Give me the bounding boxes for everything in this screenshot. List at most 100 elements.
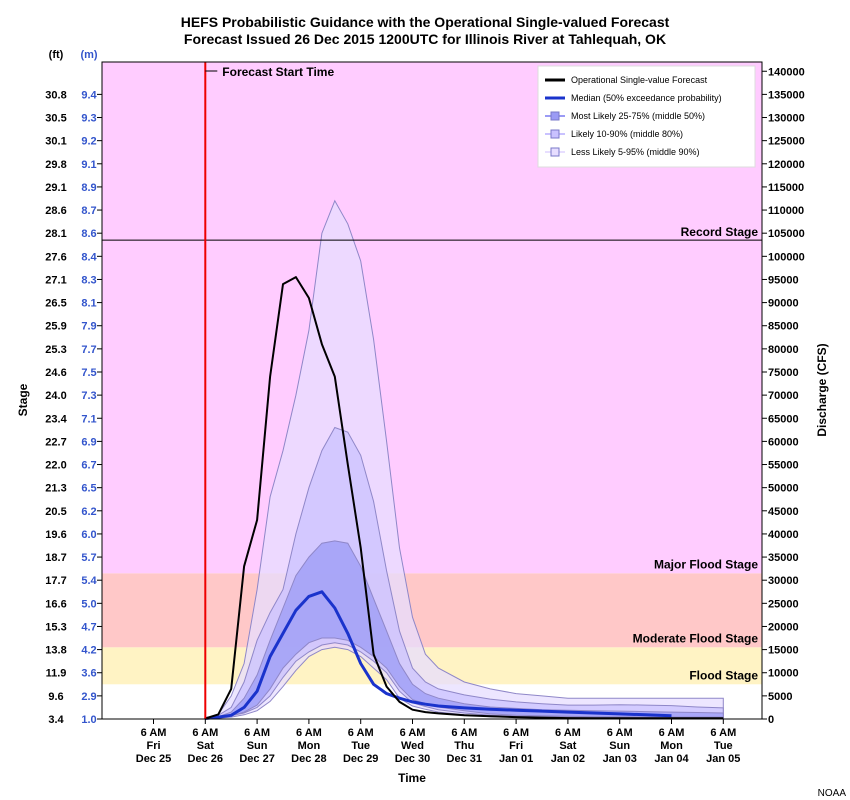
legend-swatch-box (550, 111, 560, 121)
stage-m-tick-label: 9.1 (81, 159, 96, 171)
median-line (205, 590, 672, 720)
discharge-tick-label: 10000 (768, 668, 799, 680)
stage-m-tick-label: 6.9 (81, 436, 96, 448)
x-tick-label: Sun (609, 740, 630, 752)
stage-m-tick-label: 9.3 (81, 113, 96, 125)
stage-ft-tick-label: 30.5 (45, 113, 66, 125)
stage-m-tick-label: 9.4 (81, 89, 97, 101)
discharge-tick-label: 50000 (768, 483, 799, 495)
axes: 0 5000 10000 15000 20000 25000 30000 35000 40000… (45, 66, 804, 765)
stage-ft-tick-label: 21.3 (45, 483, 66, 495)
plot-frame (101, 61, 763, 720)
discharge-tick-label: 75000 (768, 367, 799, 379)
band-area (204, 540, 724, 720)
x-tick-label: Dec 31 (447, 753, 482, 765)
record-stage-label: Record Stage (681, 225, 759, 239)
x-tick-label: Dec 29 (343, 753, 378, 765)
legend-entry: Less Likely 5-95% (middle 90%) (571, 147, 700, 157)
stage-m-tick-label: 2.9 (81, 691, 96, 703)
discharge-tick-label: 55000 (768, 460, 799, 472)
stage-m-tick-label: 3.6 (81, 668, 96, 680)
discharge-tick-label: 140000 (768, 66, 805, 78)
stage-m-tick-label: 8.6 (81, 228, 96, 240)
discharge-tick-label: 15000 (768, 645, 799, 657)
discharge-tick-label: 65000 (768, 413, 799, 425)
stage-m-tick-label: 8.1 (81, 298, 96, 310)
flood-zone-label: Flood Stage (689, 668, 758, 682)
stage-ft-tick-label: 9.6 (48, 691, 63, 703)
x-tick-label: Mon (660, 740, 683, 752)
discharge-tick-label: 45000 (768, 506, 799, 518)
stage-ft-tick-label: 16.6 (45, 598, 66, 610)
discharge-tick-label: 115000 (768, 182, 804, 194)
x-tick-label: Thu (454, 740, 474, 752)
stage-m-tick-label: 5.7 (81, 552, 96, 564)
discharge-tick-label: 90000 (768, 298, 799, 310)
stage-unit-ft: (ft) (49, 49, 64, 61)
x-tick-label: Dec 30 (395, 753, 430, 765)
x-tick-label: Jan 05 (706, 753, 740, 765)
stage-m-tick-label: 4.7 (81, 621, 96, 633)
x-tick-label: Sat (559, 740, 576, 752)
x-tick-label: 6 AM (710, 727, 736, 739)
stage-ft-tick-label: 24.6 (45, 367, 66, 379)
stage-m-tick-label: 8.9 (81, 182, 96, 194)
stage-m-tick-label: 7.7 (81, 344, 96, 356)
discharge-tick-label: 135000 (768, 89, 805, 101)
stage-ft-tick-label: 24.0 (45, 390, 66, 402)
reference-lines: Record Stage Forecast Start Time (102, 62, 762, 719)
stage-unit-m: (m) (80, 49, 97, 61)
legend-entry: Most Likely 25-75% (middle 50%) (571, 111, 705, 121)
stage-m-tick-label: 6.2 (81, 506, 96, 518)
x-tick-label: 6 AM (451, 727, 477, 739)
stage-m-tick-label: 7.9 (81, 321, 96, 333)
discharge-tick-label: 30000 (768, 575, 799, 587)
x-tick-label: 6 AM (296, 727, 322, 739)
legend-entry: Likely 10-90% (middle 80%) (571, 129, 683, 139)
legend-swatch-box (550, 129, 560, 139)
discharge-tick-label: 110000 (768, 205, 804, 217)
stage-m-tick-label: 6.5 (81, 483, 96, 495)
stage-ft-tick-label: 29.1 (45, 182, 66, 194)
discharge-tick-label: 120000 (768, 159, 805, 171)
stage-ft-tick-label: 30.8 (45, 89, 66, 101)
discharge-tick-label: 0 (768, 714, 774, 726)
stage-m-tick-label: 7.1 (81, 413, 96, 425)
x-tick-label: 6 AM (400, 727, 426, 739)
stage-ft-tick-label: 22.0 (45, 460, 66, 472)
y-axis-label-left: Stage (16, 383, 30, 416)
flood-zones: Flood Stage Moderate Flood Stage Major Flo… (102, 62, 762, 719)
operational-forecast-line (204, 276, 724, 720)
stage-ft-tick-label: 22.7 (45, 436, 66, 448)
stage-ft-tick-label: 19.6 (45, 529, 66, 541)
x-tick-label: 6 AM (348, 727, 374, 739)
flood-zone (102, 573, 762, 648)
x-tick-label: Wed (401, 740, 424, 752)
stage-m-tick-label: 5.4 (81, 575, 97, 587)
discharge-tick-label: 95000 (768, 274, 799, 286)
discharge-tick-label: 60000 (768, 436, 799, 448)
stage-ft-tick-label: 25.3 (45, 344, 66, 356)
stage-m-tick-label: 7.3 (81, 390, 96, 402)
flood-zone-label: Major Flood Stage (654, 557, 758, 571)
x-tick-label: Tue (351, 740, 370, 752)
stage-ft-tick-label: 15.3 (45, 621, 66, 633)
discharge-tick-label: 125000 (768, 136, 805, 148)
stage-ft-tick-label: 18.7 (45, 552, 66, 564)
stage-ft-tick-label: 26.5 (45, 298, 66, 310)
x-tick-label: 6 AM (555, 727, 581, 739)
forecast-lines (204, 276, 724, 720)
x-tick-label: 6 AM (503, 727, 529, 739)
stage-m-tick-label: 9.2 (81, 136, 96, 148)
discharge-tick-label: 40000 (768, 529, 799, 541)
x-tick-label: Jan 03 (603, 753, 637, 765)
x-tick-label: Jan 02 (551, 753, 585, 765)
stage-ft-tick-label: 23.4 (45, 413, 67, 425)
stage-ft-tick-label: 27.1 (45, 274, 66, 286)
stage-m-tick-label: 8.3 (81, 274, 96, 286)
x-tick-label: 6 AM (607, 727, 633, 739)
x-tick-label: Dec 25 (136, 753, 171, 765)
x-tick-label: Jan 01 (499, 753, 533, 765)
x-tick-label: Mon (298, 740, 321, 752)
x-tick-label: 6 AM (659, 727, 685, 739)
